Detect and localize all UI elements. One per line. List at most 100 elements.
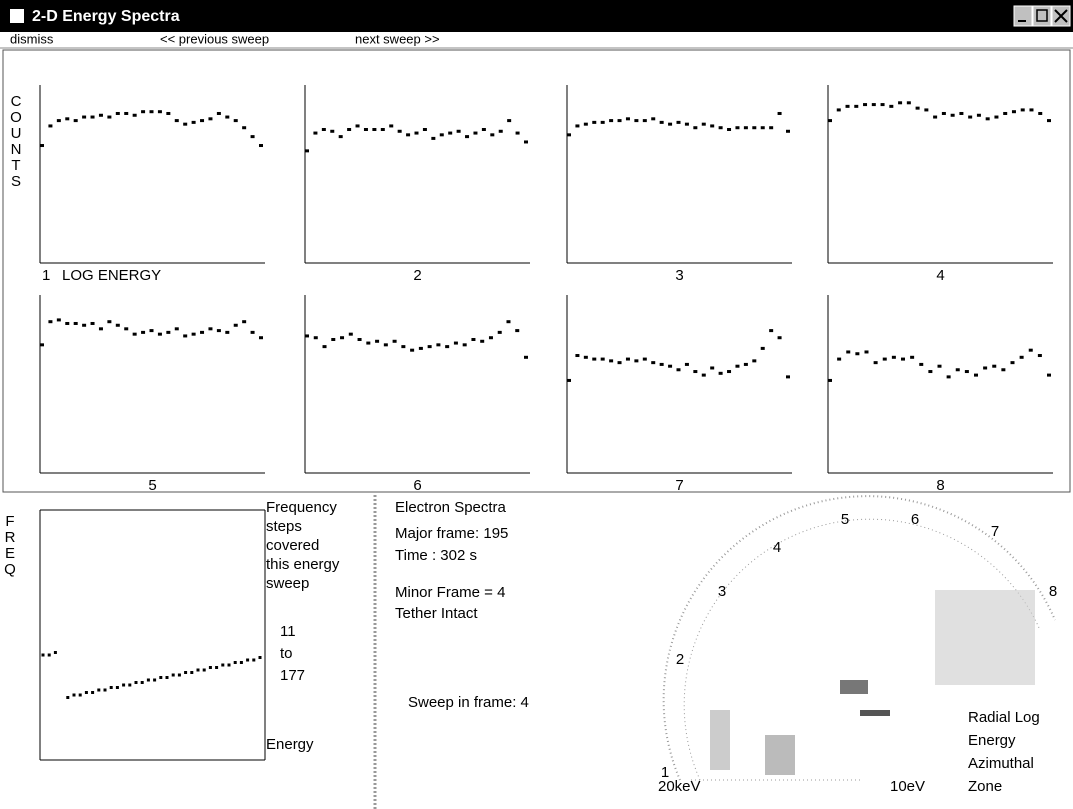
zone-label: 7 — [991, 523, 999, 540]
data-point — [837, 358, 841, 361]
freq-note: Frequency — [266, 499, 337, 516]
data-point — [150, 110, 154, 113]
zone-label: 4 — [773, 539, 781, 556]
data-point — [110, 686, 113, 689]
data-point — [116, 686, 119, 689]
data-point — [85, 691, 88, 694]
info-tether: Tether Intact — [395, 605, 478, 622]
data-point — [693, 126, 697, 129]
data-point — [1020, 356, 1024, 359]
freq-note: this energy — [266, 556, 340, 573]
data-point — [259, 144, 263, 147]
data-point — [584, 356, 588, 359]
panel-label: 8 — [936, 477, 944, 494]
data-point — [473, 132, 477, 135]
data-point — [423, 128, 427, 131]
data-point — [463, 343, 467, 346]
panel-label: 1 — [42, 267, 50, 284]
data-point — [398, 130, 402, 133]
data-point — [406, 133, 410, 136]
data-point — [786, 375, 790, 378]
panel-label: 5 — [148, 477, 156, 494]
data-point — [389, 124, 393, 127]
data-point — [916, 107, 920, 110]
data-point — [480, 340, 484, 343]
data-point — [135, 681, 138, 684]
freq-note: sweep — [266, 575, 309, 592]
data-point — [1012, 110, 1016, 113]
data-point — [956, 368, 960, 371]
data-point — [994, 116, 998, 119]
data-point — [457, 130, 461, 133]
data-point — [660, 121, 664, 124]
data-point — [872, 103, 876, 106]
data-point — [215, 666, 218, 669]
polar-legend: Zone — [968, 778, 1002, 795]
data-point — [48, 654, 51, 657]
maximize-button[interactable] — [1033, 6, 1051, 26]
freq-note: covered — [266, 537, 319, 554]
data-point — [710, 366, 714, 369]
data-point — [874, 361, 878, 364]
data-point — [133, 333, 137, 336]
data-point — [883, 358, 887, 361]
menu-dismiss[interactable]: dismiss — [10, 31, 54, 46]
data-point — [200, 331, 204, 334]
data-point — [410, 349, 414, 352]
data-point — [928, 370, 932, 373]
data-point — [524, 356, 528, 359]
data-point — [1029, 349, 1033, 352]
data-point — [375, 340, 379, 343]
data-point — [881, 103, 885, 106]
data-point — [660, 363, 664, 366]
data-point — [305, 334, 309, 337]
freq-y-label: F — [5, 513, 14, 530]
data-point — [846, 105, 850, 108]
data-point — [1011, 361, 1015, 364]
menu-next[interactable]: next sweep >> — [355, 31, 440, 46]
data-point — [401, 345, 405, 348]
data-point — [251, 331, 255, 334]
data-point — [735, 126, 739, 129]
app-window: 2-D Energy Spectra dismiss << previous s… — [0, 0, 1073, 809]
data-point — [82, 324, 86, 327]
data-point — [719, 372, 723, 375]
minimize-button[interactable] — [1014, 6, 1032, 26]
data-point — [166, 676, 169, 679]
data-point — [99, 114, 103, 117]
data-point — [147, 679, 150, 682]
data-point — [347, 128, 351, 131]
freq-y-label: R — [5, 529, 16, 546]
data-point — [901, 358, 905, 361]
data-point — [183, 123, 187, 126]
data-point — [727, 370, 731, 373]
data-point — [305, 149, 309, 152]
data-point — [428, 345, 432, 348]
data-point — [1038, 112, 1042, 115]
data-point — [124, 112, 128, 115]
data-point — [40, 343, 44, 346]
data-point — [366, 342, 370, 345]
y-axis-label: U — [11, 125, 22, 142]
data-point — [1003, 112, 1007, 115]
data-point — [634, 119, 638, 122]
data-point — [225, 331, 229, 334]
data-point — [40, 144, 44, 147]
data-point — [48, 124, 52, 127]
data-point — [200, 119, 204, 122]
data-point — [626, 117, 630, 120]
data-point — [48, 320, 52, 323]
data-point — [1038, 354, 1042, 357]
zone-label: 8 — [1049, 583, 1057, 600]
data-point — [837, 108, 841, 111]
data-point — [609, 119, 613, 122]
data-point — [251, 135, 255, 138]
data-point — [489, 336, 493, 339]
menu-previous[interactable]: << previous sweep — [160, 31, 269, 46]
data-point — [507, 119, 511, 122]
info-sweep: Sweep in frame: 4 — [408, 694, 529, 711]
data-point — [415, 132, 419, 135]
data-point — [445, 345, 449, 348]
data-point — [1001, 368, 1005, 371]
data-point — [968, 116, 972, 119]
